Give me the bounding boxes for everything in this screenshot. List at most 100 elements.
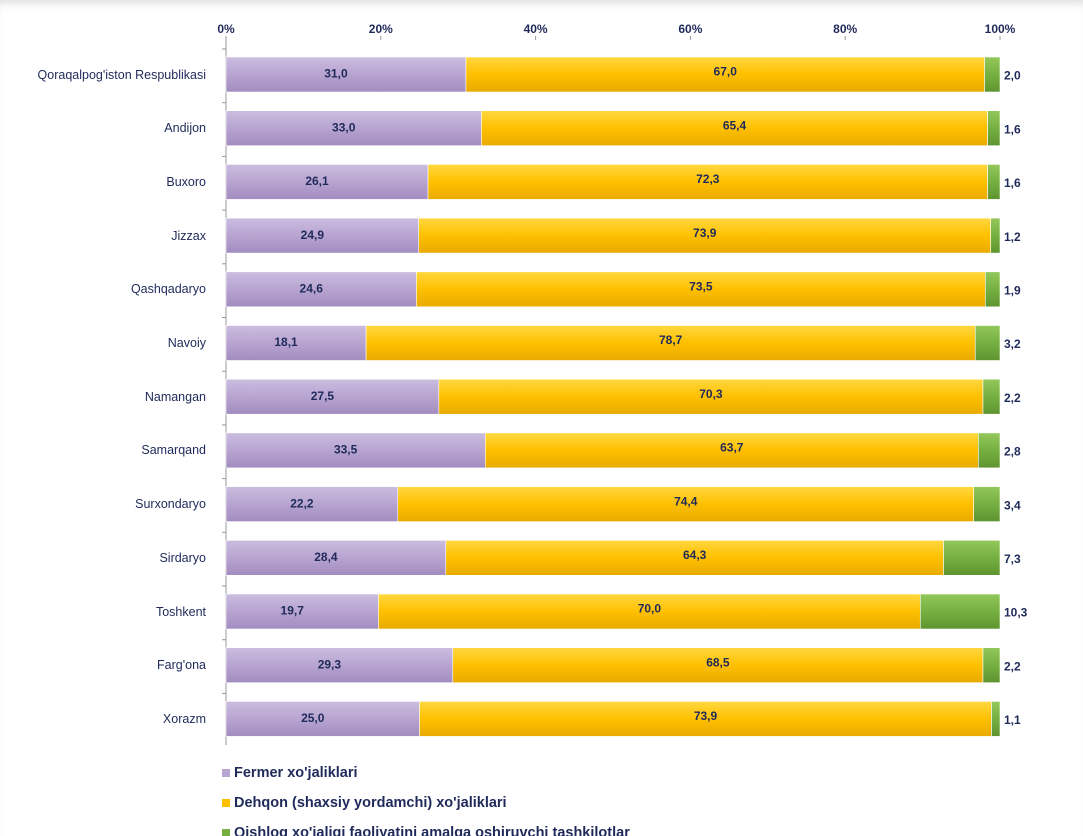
value-label: 10,3 (1004, 606, 1028, 620)
bar-segment (397, 486, 974, 522)
legend-text: Dehqon (shaxsiy yordamchi) xo'jaliklari (234, 795, 507, 811)
value-label: 1,2 (1004, 230, 1021, 244)
bar-segment (416, 271, 986, 308)
value-label: 1,9 (1004, 283, 1021, 297)
value-label: 67,0 (714, 65, 738, 79)
bar-segment (978, 432, 1001, 469)
legend-swatch (222, 799, 230, 807)
value-label: 68,5 (706, 655, 730, 669)
value-label: 3,4 (1004, 498, 1021, 512)
value-label: 24,6 (300, 281, 324, 295)
category-label: Jizzax (171, 228, 206, 243)
x-tick-label: 40% (524, 22, 548, 36)
legend-text: Qishloq xo'jaligi faoliyatini amalga osh… (234, 825, 630, 836)
category-label: Buxoro (166, 174, 206, 189)
bar-segment (438, 378, 984, 415)
category-label: Samarqand (141, 443, 206, 458)
value-label: 7,3 (1004, 552, 1021, 566)
value-label: 1,6 (1004, 122, 1021, 136)
bar-segment (225, 701, 420, 737)
bar-segment (225, 486, 399, 522)
value-label: 70,0 (638, 602, 662, 616)
value-label: 26,1 (305, 174, 329, 188)
bar-segment (445, 539, 944, 576)
bar-segment (225, 164, 429, 200)
bar-segment (987, 164, 1001, 200)
bar-segment (982, 378, 1001, 415)
value-label: 3,2 (1004, 337, 1021, 351)
bar-segment (974, 325, 1001, 361)
category-label: Toshkent (155, 604, 206, 619)
category-label: Surxondaryo (135, 497, 206, 512)
value-label: 1,1 (1004, 713, 1021, 727)
value-label: 78,7 (659, 333, 683, 347)
x-tick-label: 100% (985, 22, 1016, 36)
value-label: 25,0 (301, 711, 325, 725)
bar-segment (365, 325, 976, 361)
bar-segment (982, 647, 1001, 684)
bar-segment (987, 110, 1001, 146)
bar-segment (225, 539, 447, 576)
bar-segment (418, 217, 992, 254)
value-label: 31,0 (324, 67, 348, 81)
bar-segment (225, 56, 467, 93)
bar-segment (225, 647, 454, 684)
bar-segment (973, 486, 1001, 522)
x-tick-label: 60% (678, 22, 702, 36)
bar-segment (225, 110, 482, 146)
value-label: 28,4 (314, 550, 338, 564)
legend-text: Fermer xo'jaliklari (234, 765, 358, 781)
value-label: 65,4 (723, 118, 747, 132)
bar-segment (378, 593, 921, 630)
category-label: Namangan (144, 389, 206, 404)
bar-segment (419, 701, 992, 737)
bar-segment (984, 271, 1001, 308)
value-label: 33,0 (332, 120, 356, 134)
bar-segment (991, 701, 1001, 737)
legend-swatch (222, 829, 230, 836)
bar-segment (225, 325, 367, 361)
value-label: 73,5 (689, 279, 713, 293)
bar-segment (225, 432, 486, 469)
value-label: 19,7 (281, 604, 305, 618)
bar-segment (481, 110, 988, 146)
x-tick-label: 80% (833, 22, 857, 36)
value-label: 64,3 (683, 548, 707, 562)
category-label: Andijon (164, 121, 206, 136)
x-tick-label: 20% (369, 22, 393, 36)
bar-segment (225, 378, 440, 415)
value-label: 33,5 (334, 443, 358, 457)
bar-segment (943, 539, 1001, 576)
category-label: Qashqadaryo (130, 282, 206, 297)
value-label: 2,0 (1004, 69, 1021, 83)
category-label: Sirdaryo (159, 550, 206, 565)
value-label: 73,9 (694, 709, 718, 723)
category-label: Farg'ona (157, 658, 206, 673)
value-label: 18,1 (274, 335, 298, 349)
value-label: 2,2 (1004, 659, 1021, 673)
bar-segment (225, 271, 417, 308)
category-label: Qoraqalpog'iston Respublikasi (37, 67, 206, 82)
bar-segment (984, 56, 1001, 93)
category-label: Navoiy (167, 336, 206, 350)
bar-segment (427, 164, 988, 200)
bar-segment (484, 432, 979, 469)
value-label: 72,3 (696, 172, 720, 186)
value-label: 24,9 (301, 228, 325, 242)
category-label: Xorazm (162, 711, 206, 726)
value-label: 63,7 (720, 441, 744, 455)
bar-segment (225, 593, 379, 630)
value-label: 2,8 (1004, 445, 1021, 459)
bar-segment (465, 56, 985, 93)
value-label: 22,2 (290, 496, 314, 510)
value-label: 70,3 (699, 387, 723, 401)
x-tick-label: 0% (217, 22, 235, 36)
value-label: 27,5 (311, 389, 335, 403)
value-label: 74,4 (674, 494, 698, 508)
value-label: 29,3 (318, 657, 342, 671)
value-label: 73,9 (693, 226, 717, 240)
bar-segment (919, 593, 1001, 630)
value-label: 1,6 (1004, 176, 1021, 190)
legend-swatch (222, 769, 230, 777)
